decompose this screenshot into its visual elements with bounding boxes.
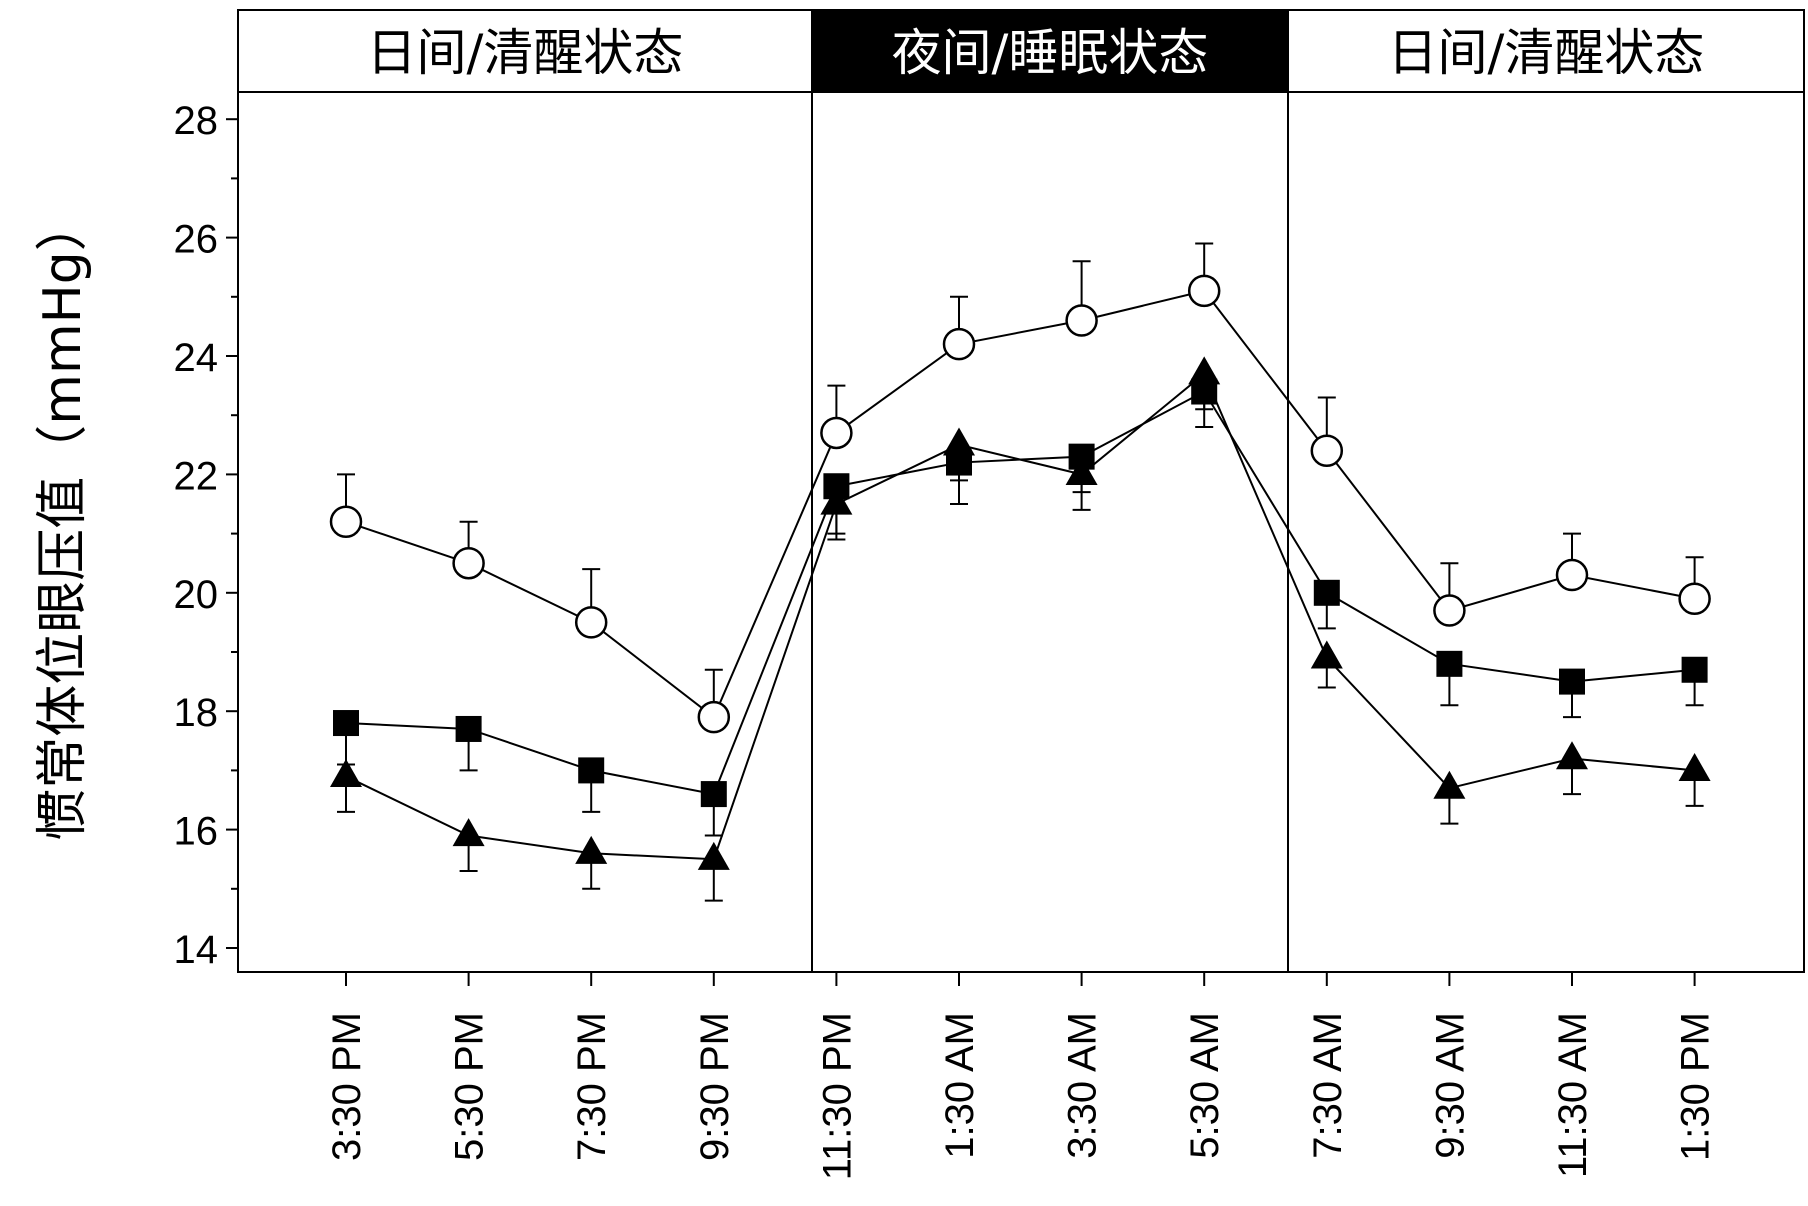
data-point [329,505,363,539]
data-point [697,700,731,734]
data-point [1555,558,1589,592]
y-tick-label: 26 [174,218,219,262]
y-tick-label: 22 [174,454,219,498]
data-point [942,327,976,361]
x-tick-label: 9:30 PM [693,1012,737,1161]
x-tick-label: 1:30 PM [1674,1012,1718,1161]
x-tick-label: 7:30 PM [570,1012,614,1161]
data-point [1559,668,1585,695]
band-label: 夜间/睡眠状态 [892,24,1209,82]
data-point [1187,274,1221,308]
data-point [330,758,362,787]
y-axis: 14 16 18 20 22 24 26 28 [174,99,238,972]
series-circle-open [329,242,1711,734]
data-point [823,473,850,500]
y-tick-label: 28 [174,99,219,143]
plot-frame [237,9,1805,973]
x-tick-label: 3:30 PM [325,1012,369,1161]
period-dividers [811,92,1289,972]
band-label: 日间/清醒状态 [367,24,684,82]
data-point [943,427,975,456]
data-point [1433,594,1466,627]
x-tick-label: 1:30 AM [938,1012,982,1159]
y-tick-label: 24 [174,336,219,380]
band-header: 日间/清醒状态 夜间/睡眠状态 日间/清醒状态 [237,9,1805,93]
series [329,242,1711,902]
data-point [946,449,972,476]
data-point [574,606,608,639]
y-tick-label: 20 [174,573,219,617]
band-label: 日间/清醒状态 [1388,24,1705,82]
band-box [237,9,813,93]
series-line [345,372,1695,861]
data-point [1681,656,1708,683]
data-point [700,781,727,808]
y-tick-label: 16 [174,810,219,854]
data-point [333,710,359,737]
x-tick-label: 9:30 AM [1428,1012,1472,1159]
data-point [820,416,853,450]
data-point [1556,741,1588,770]
data-point [455,715,482,742]
series-square-filled [333,378,1708,837]
x-tick-label: 11:30 PM [815,1012,859,1180]
data-point [1678,582,1711,615]
data-point [1433,770,1466,799]
data-point [452,546,485,580]
y-tick-label: 18 [174,691,219,735]
data-point [1188,356,1221,385]
data-point [1065,304,1098,337]
data-point [452,818,485,847]
data-point [1310,434,1344,467]
band-box [811,9,1289,93]
series-triangle-filled [330,356,1711,902]
x-tick-label: 5:30 PM [448,1012,492,1161]
y-tick-label: 14 [174,928,219,972]
x-axis: 3:30 PM 5:30 PM 7:30 PM 9:30 PM 11:30 PM 1:30… [325,972,1718,1180]
data-point [578,757,605,784]
series-line [345,390,1695,796]
x-tick-label: 7:30 AM [1306,1012,1350,1159]
data-point [1310,640,1343,669]
data-point [575,835,608,864]
data-point [1313,579,1340,606]
x-tick-label: 5:30 AM [1183,1012,1227,1159]
data-point [1678,753,1711,782]
x-tick-label: 11:30 AM [1551,1012,1595,1178]
series-line [345,289,1695,719]
data-point [697,841,730,870]
x-tick-label: 3:30 AM [1061,1012,1105,1159]
data-point [1191,378,1218,405]
data-point [1068,443,1095,470]
data-point [1436,650,1463,677]
y-axis-label: 惯常体位眼压值（mmHg） [33,199,93,840]
